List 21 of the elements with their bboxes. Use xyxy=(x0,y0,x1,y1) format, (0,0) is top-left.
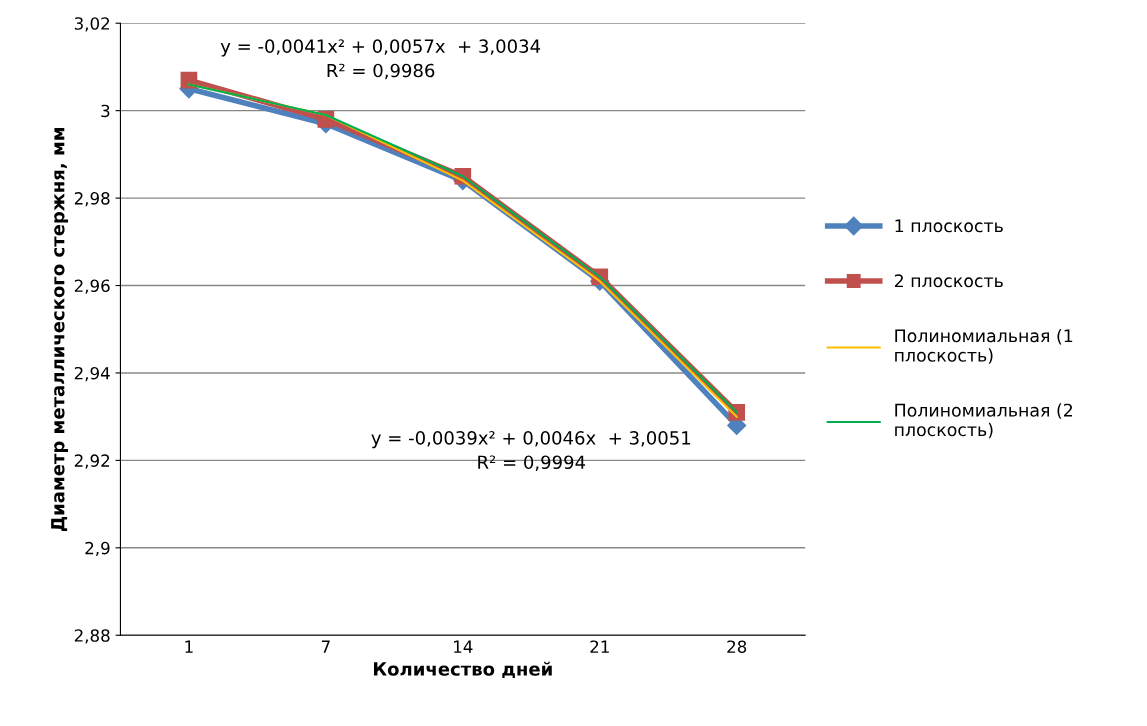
y-tick-label: 2,9 xyxy=(85,541,110,557)
legend-label: 1 плоскость xyxy=(895,219,1003,233)
y-tick-label: 2,98 xyxy=(74,192,110,207)
y-tick-label: 2,88 xyxy=(74,629,110,644)
x-tick-label: 28 xyxy=(727,640,747,654)
x-tick-label: 21 xyxy=(590,640,609,653)
x-axis-title: Количество дней xyxy=(374,661,552,679)
annotation: y = -0,0039x² + 0,0046x + 3,0051 R² = 0,9994 xyxy=(371,431,691,471)
y-tick-label: 3,02 xyxy=(74,17,110,32)
y-axis-title: Диаметр металлического стержня, мм xyxy=(51,128,69,531)
y-tick-label: 2,92 xyxy=(74,454,110,469)
annotation: y = -0,0041x² + 0,0057x + 3,0034 R² = 0,9986 xyxy=(220,39,541,80)
y-tick-label: 2,96 xyxy=(74,279,110,294)
y-tick-label: 2,94 xyxy=(74,366,110,382)
y-tick-label: 3 xyxy=(101,104,110,118)
x-tick-label: 14 xyxy=(454,640,473,653)
x-tick-label: 7 xyxy=(321,640,330,653)
legend-label: 2 плоскость xyxy=(894,274,1003,288)
legend-label: Полиномиальная (2 плоскость) xyxy=(895,403,1073,439)
x-tick-label: 1 xyxy=(185,640,193,653)
legend-label: Полиномиальная (1 плоскость) xyxy=(895,328,1073,364)
